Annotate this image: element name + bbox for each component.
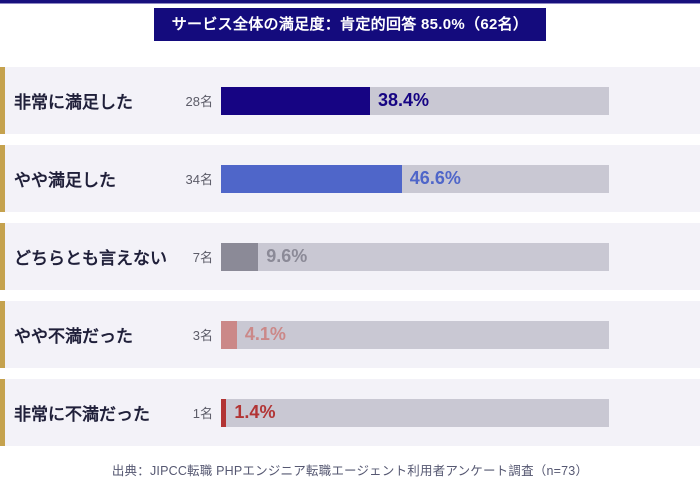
- chart-row: 非常に不満だった 1名 1.4%: [0, 379, 700, 446]
- respondent-count: 34名: [185, 172, 213, 187]
- bar-track: 38.4%: [221, 86, 609, 115]
- value-label: 4.1%: [244, 324, 286, 344]
- chart-row: 非常に満足した 28名 38.4%: [0, 67, 700, 134]
- respondent-count: 7名: [192, 250, 213, 265]
- header: サービス全体の満足度：肯定的回答 85.0%（62名）: [0, 8, 700, 41]
- bar-fill: [221, 86, 370, 115]
- respondent-count: 3名: [192, 328, 213, 343]
- value-label: 1.4%: [234, 402, 276, 422]
- top-border-stripe: [0, 0, 700, 4]
- bar-chart: 非常に満足した 28名 38.4% やや満足した 34名 46.6% どちらとも…: [0, 67, 700, 446]
- bar-fill: [221, 398, 227, 427]
- bar-track: 4.1%: [221, 320, 609, 349]
- respondent-count: 28名: [185, 94, 213, 109]
- bar-track: 1.4%: [221, 398, 609, 427]
- chart-row: やや不満だった 3名 4.1%: [0, 301, 700, 368]
- chart-row: やや満足した 34名 46.6%: [0, 145, 700, 212]
- source-note: 出典：JIPCC転職 PHPエンジニア転職エージェント利用者アンケート調査（n=…: [111, 464, 589, 478]
- value-label: 46.6%: [409, 168, 461, 188]
- bar-track: 46.6%: [221, 164, 609, 193]
- bar-fill: [221, 164, 402, 193]
- bar-fill: [221, 320, 237, 349]
- category-label: やや不満だった: [14, 327, 133, 346]
- bar-fill: [221, 242, 259, 271]
- category-label: どちらとも言えない: [14, 249, 167, 268]
- bar-track: 9.6%: [221, 242, 609, 271]
- chart-title-banner: サービス全体の満足度：肯定的回答 85.0%（62名）: [153, 8, 547, 41]
- value-label: 38.4%: [377, 90, 430, 110]
- category-label: 非常に満足した: [14, 93, 133, 112]
- chart-row: どちらとも言えない 7名 9.6%: [0, 223, 700, 290]
- value-label: 9.6%: [266, 246, 308, 266]
- category-label: やや満足した: [14, 171, 116, 190]
- category-label: 非常に不満だった: [14, 405, 150, 424]
- respondent-count: 1名: [192, 406, 213, 421]
